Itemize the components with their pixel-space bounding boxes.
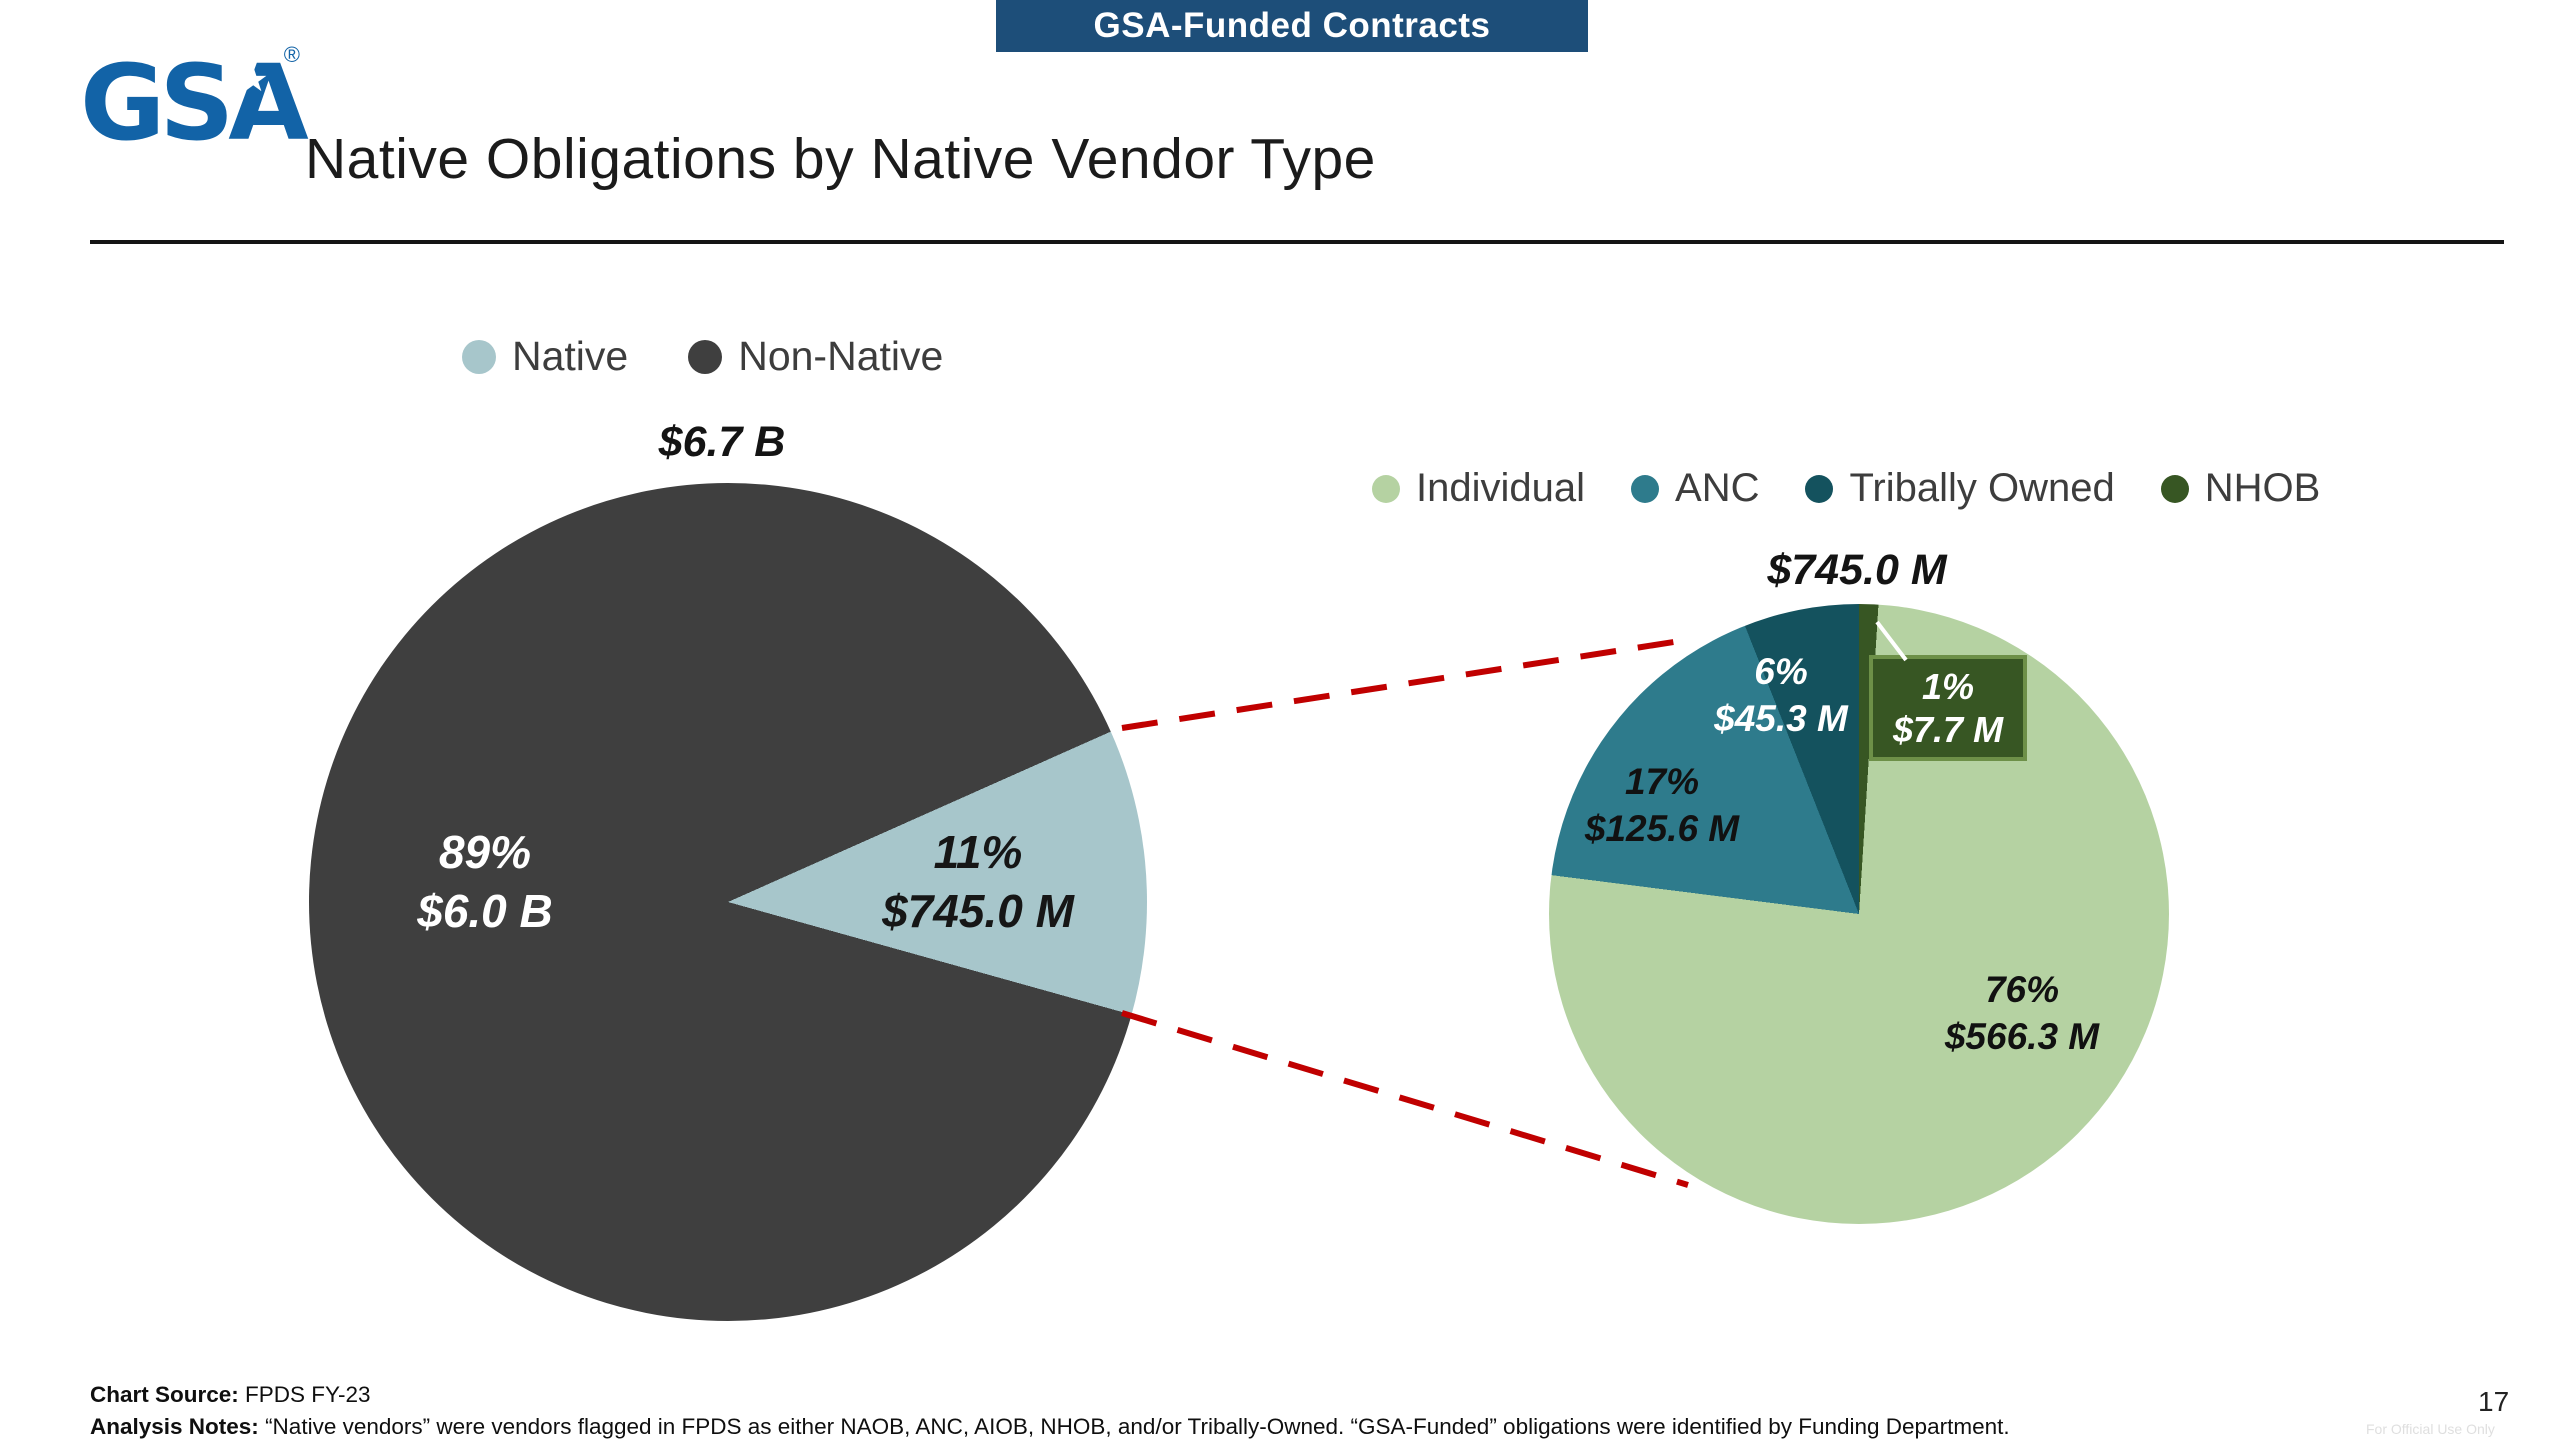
- tribally-owned-percent: 6%: [1754, 651, 1808, 692]
- slice-label-tribally-owned: 6% $45.3 M: [1714, 648, 1848, 743]
- analysis-notes-line: Analysis Notes: “Native vendors” were ve…: [90, 1414, 2010, 1440]
- individual-percent: 76%: [1984, 969, 2060, 1010]
- analysis-notes-label: Analysis Notes:: [90, 1414, 259, 1439]
- anc-percent: 17%: [1624, 761, 1700, 802]
- pie-chart-native-vs-non-native: [309, 483, 1147, 1321]
- nhob-swatch-icon: [2160, 474, 2189, 503]
- gsa-logo: GSA ® ★: [80, 42, 310, 186]
- legend-item-tribally-owned: Tribally Owned: [1805, 466, 2115, 511]
- chart-source-line: Chart Source: FPDS FY-23: [90, 1382, 371, 1408]
- legend-native-nonnative: Native Non-Native: [462, 333, 943, 380]
- tribally-owned-value: $45.3 M: [1714, 698, 1848, 740]
- legend-item-individual: Individual: [1372, 466, 1585, 511]
- legend-item-anc: ANC: [1631, 466, 1759, 511]
- legend-item-non-native: Non-Native: [688, 333, 943, 380]
- nhob-value: $7.7 M: [1893, 709, 2004, 751]
- gsa-funded-contracts-badge: GSA-Funded Contracts: [996, 0, 1588, 52]
- nhob-callout-box: 1% $7.7 M: [1869, 655, 2028, 762]
- legend-label-non-native: Non-Native: [738, 333, 944, 379]
- native-percent: 11%: [933, 826, 1023, 878]
- registered-trademark-mark: ®: [283, 42, 300, 67]
- non-native-value: $6.0 B: [417, 884, 553, 937]
- individual-swatch-icon: [1372, 474, 1400, 503]
- native-value: $745.0 M: [882, 884, 1074, 937]
- slice-label-individual: 76% $566.3 M: [1945, 966, 2099, 1061]
- left-pie-total-label: $6.7 B: [658, 418, 786, 466]
- pie-chart-native-vendor-breakdown: [1549, 604, 2169, 1224]
- gsa-star-icon: ★: [238, 61, 269, 99]
- anc-value: $125.6 M: [1584, 808, 1740, 850]
- legend-label-tribally-owned: Tribally Owned: [1849, 466, 2115, 510]
- right-pie-total-label: $745.0 M: [1767, 546, 1947, 594]
- watermark-text: For Official Use Only: [2366, 1421, 2495, 1437]
- zoom-dashed-line-upper: [1121, 636, 1694, 731]
- legend-label-anc: ANC: [1675, 466, 1760, 510]
- chart-source-value: FPDS FY-23: [238, 1382, 371, 1407]
- non-native-swatch-icon: [688, 339, 723, 374]
- analysis-notes-value: “Native vendors” were vendors flagged in…: [258, 1414, 2010, 1439]
- gsa-logo-text: GSA: [80, 42, 309, 164]
- nhob-percent: 1%: [1922, 666, 1975, 707]
- title-divider: [90, 240, 2504, 244]
- anc-swatch-icon: [1631, 474, 1660, 503]
- slice-label-anc: 17% $125.6 M: [1585, 758, 1739, 853]
- page-title: Native Obligations by Native Vendor Type: [305, 127, 1376, 191]
- individual-value: $566.3 M: [1944, 1016, 2100, 1058]
- chart-source-label: Chart Source:: [90, 1382, 239, 1407]
- native-swatch-icon: [462, 339, 496, 374]
- legend-label-nhob: NHOB: [2204, 466, 2321, 510]
- legend-vendor-types: Individual ANC Tribally Owned NHOB: [1372, 466, 2320, 511]
- legend-label-individual: Individual: [1416, 466, 1586, 510]
- slice-label-native: 11% $745.0 M: [882, 823, 1074, 941]
- tribally-owned-swatch-icon: [1805, 474, 1834, 503]
- legend-item-native: Native: [462, 333, 628, 380]
- slice-label-non-native: 89% $6.0 B: [417, 823, 553, 941]
- legend-item-nhob: NHOB: [2160, 466, 2321, 511]
- legend-label-native: Native: [512, 333, 629, 379]
- non-native-percent: 89%: [438, 826, 532, 878]
- page-number: 17: [2478, 1386, 2510, 1417]
